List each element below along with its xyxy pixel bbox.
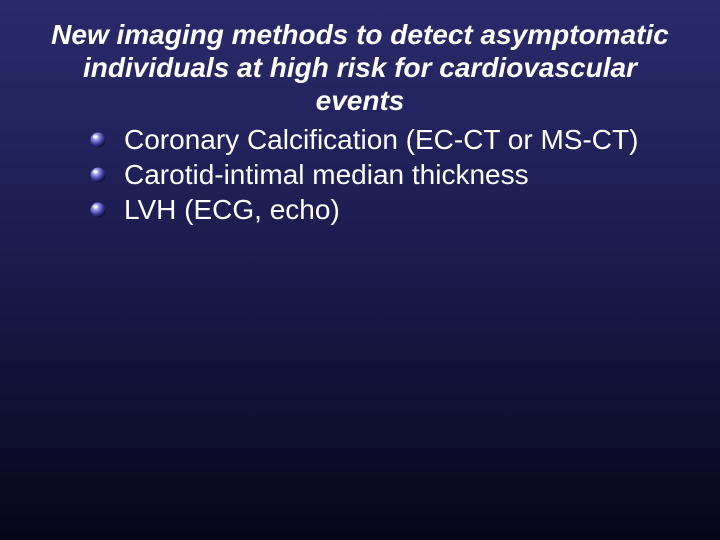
- sphere-bullet-icon: [90, 167, 106, 183]
- bullet-text: Carotid-intimal median thickness: [124, 159, 529, 190]
- list-item: Carotid-intimal median thickness: [90, 158, 684, 193]
- bullet-list: Coronary Calcification (EC-CT or MS-CT) …: [36, 123, 684, 227]
- list-item: LVH (ECG, echo): [90, 193, 684, 228]
- list-item: Coronary Calcification (EC-CT or MS-CT): [90, 123, 684, 158]
- slide-container: New imaging methods to detect asymptomat…: [0, 0, 720, 540]
- sphere-bullet-icon: [90, 132, 106, 148]
- bullet-text: Coronary Calcification (EC-CT or MS-CT): [124, 124, 638, 155]
- sphere-bullet-icon: [90, 202, 106, 218]
- bullet-text: LVH (ECG, echo): [124, 194, 340, 225]
- slide-title: New imaging methods to detect asymptomat…: [36, 18, 684, 117]
